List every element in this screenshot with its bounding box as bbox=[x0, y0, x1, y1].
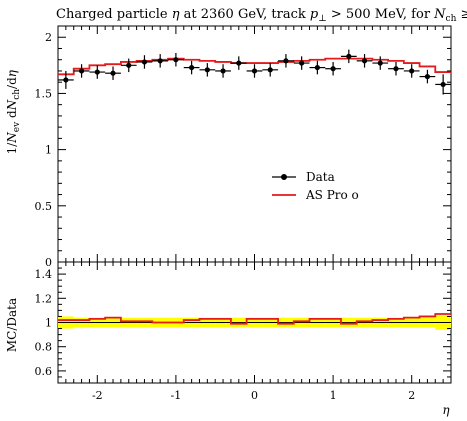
data-point bbox=[183, 60, 200, 75]
data-point bbox=[309, 60, 326, 75]
ratio-y-tick-label: 0.6 bbox=[35, 365, 53, 378]
ratio-band-layer bbox=[58, 315, 451, 330]
chart-title: Charged particle η at 2360 GeV, track p⊥… bbox=[56, 7, 467, 24]
main-y-tick-label: 1 bbox=[45, 144, 52, 157]
main-y-tick-label: 2 bbox=[45, 31, 52, 44]
data-point bbox=[89, 65, 106, 79]
ratio-x-tick-label: 2 bbox=[408, 389, 415, 402]
data-point bbox=[372, 56, 389, 70]
data-point bbox=[419, 69, 436, 84]
data-point bbox=[230, 56, 247, 70]
main-y-axis-label: 1/Nev dNch/dη bbox=[5, 69, 22, 154]
data-point bbox=[168, 52, 184, 67]
ratio-x-tick-label: -1 bbox=[171, 389, 182, 402]
main-panel: 0 0.5 1 1.5 2 1/Nev dNch/dη Data AS Pro o bbox=[5, 25, 452, 269]
ratio-y-tick-label: 1.4 bbox=[35, 268, 53, 281]
main-data-layer bbox=[58, 49, 451, 95]
ratio-panel: 0.6 0.8 1 1.2 1.4 -2 -1 0 1 2 MC/Data η bbox=[5, 261, 452, 417]
data-point bbox=[340, 49, 357, 64]
main-y-tick-label: 0 bbox=[45, 256, 52, 269]
ratio-y-tick-label: 1 bbox=[45, 317, 52, 330]
legend: Data AS Pro o bbox=[272, 170, 359, 202]
data-point bbox=[278, 54, 294, 68]
ratio-y-tick-label: 1.2 bbox=[35, 292, 53, 305]
data-point bbox=[246, 64, 263, 78]
main-y-tick-label: 1.5 bbox=[35, 87, 53, 100]
ratio-y-axis-label: MC/Data bbox=[5, 298, 19, 352]
main-ticks-layer: 0 0.5 1 1.5 2 bbox=[35, 26, 452, 269]
ratio-x-axis-label: η bbox=[442, 403, 450, 417]
data-point bbox=[388, 61, 404, 76]
data-point bbox=[152, 54, 169, 68]
data-point bbox=[403, 64, 420, 78]
data-point bbox=[356, 54, 373, 68]
ratio-ticks-layer: 0.6 0.8 1 1.2 1.4 -2 -1 0 1 2 bbox=[35, 262, 452, 402]
data-point bbox=[58, 70, 74, 89]
legend-data-label: Data bbox=[306, 170, 335, 184]
legend-mc-label: AS Pro o bbox=[305, 188, 359, 202]
ratio-x-tick-label: 1 bbox=[330, 389, 337, 402]
ratio-x-tick-label: -2 bbox=[92, 389, 103, 402]
data-point bbox=[215, 64, 231, 78]
data-point bbox=[105, 66, 121, 80]
ratio-mc-layer bbox=[58, 313, 451, 325]
data-point bbox=[73, 64, 90, 78]
data-point bbox=[293, 56, 310, 70]
ratio-y-tick-label: 0.8 bbox=[35, 341, 53, 354]
ratio-x-tick-label: 0 bbox=[251, 389, 258, 402]
legend-data-marker bbox=[281, 174, 287, 180]
ratio-mc-line bbox=[58, 313, 451, 325]
data-point bbox=[136, 55, 153, 69]
data-point bbox=[325, 61, 341, 76]
data-point bbox=[199, 63, 216, 77]
main-y-tick-label: 0.5 bbox=[35, 200, 53, 213]
data-point bbox=[262, 63, 279, 77]
data-point bbox=[435, 74, 451, 95]
data-point bbox=[120, 58, 137, 73]
